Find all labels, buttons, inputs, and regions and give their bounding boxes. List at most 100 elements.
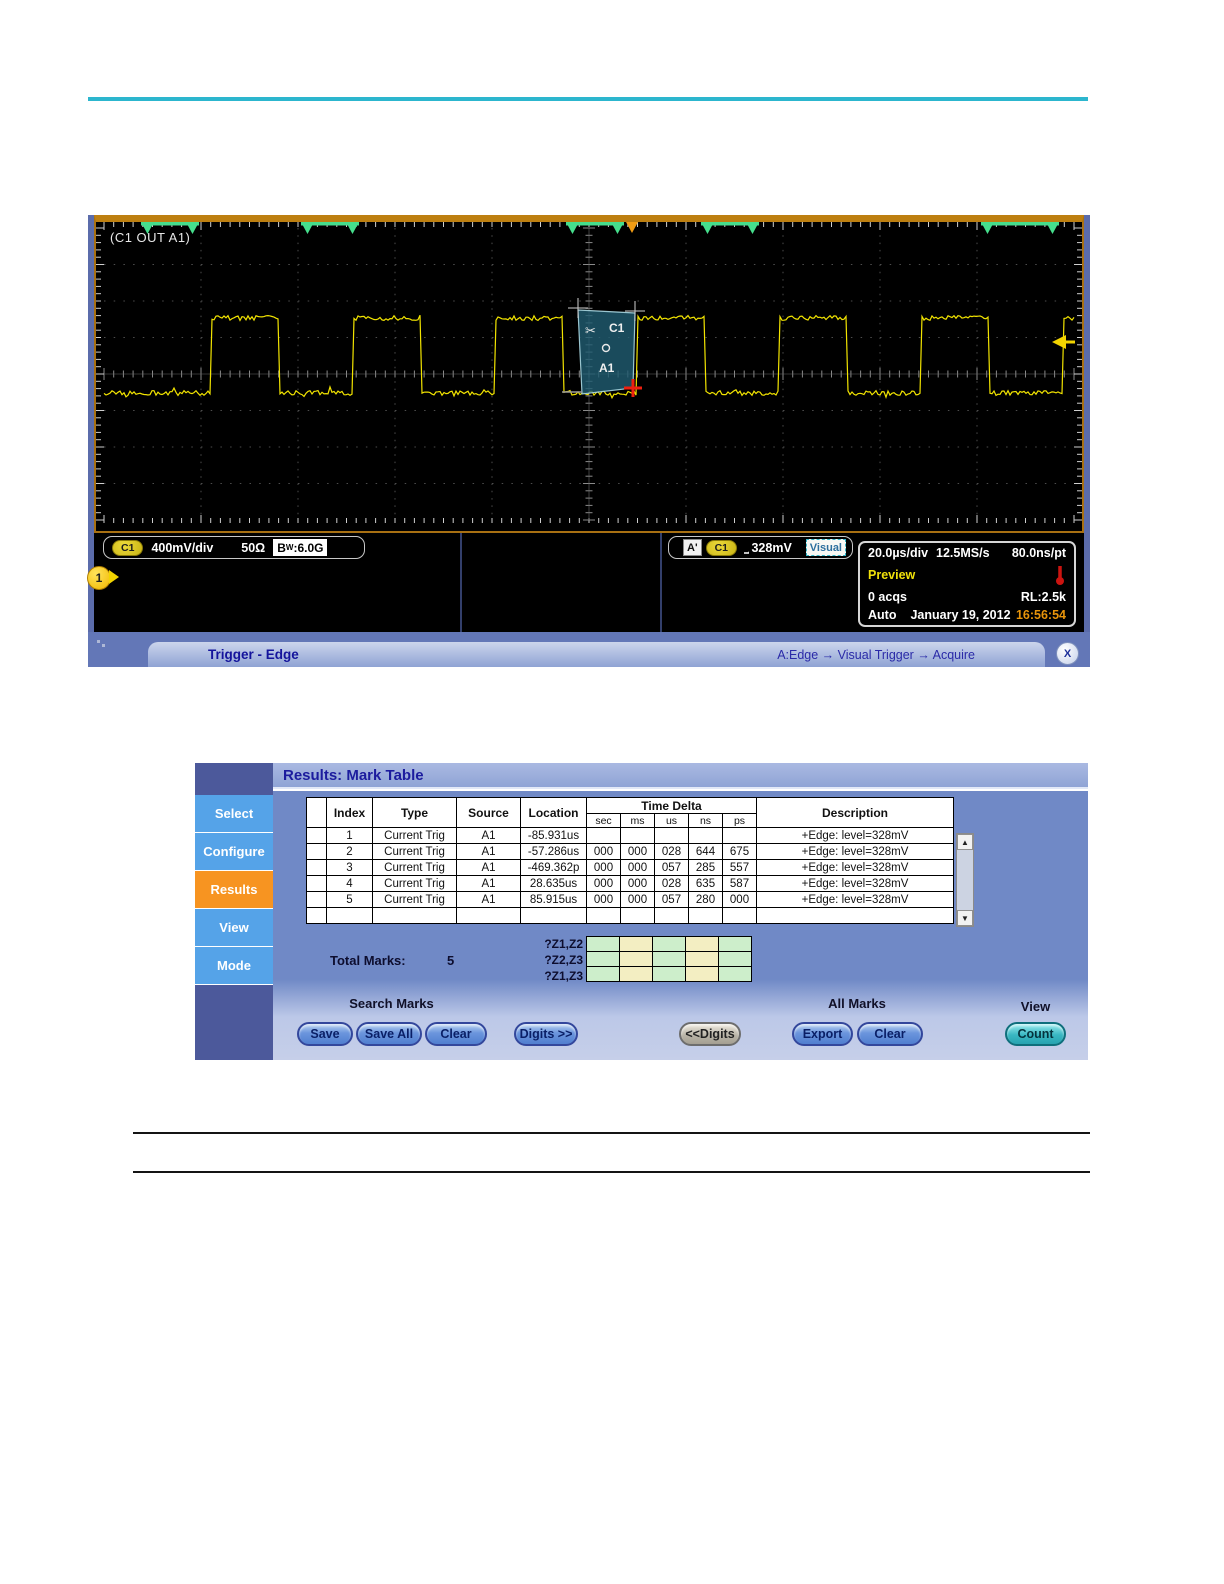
table-cell: A1 [456,843,521,860]
table-cell [306,907,327,924]
table-cell: 2 [326,843,373,860]
table-row[interactable] [306,907,954,924]
thermometer-icon [1056,566,1064,585]
all-marks-export-button[interactable]: Export [792,1022,853,1046]
trigger-level-arrow-icon [1052,335,1066,349]
sidebar-item-view[interactable]: View [195,909,273,947]
rising-edge-icon [744,549,750,554]
visual-trigger-badge[interactable]: Visual [805,539,846,556]
search-mark-bar [981,222,1059,226]
scope-menu-strip: Trigger - Edge A:Edge → Visual Trigger →… [88,632,1090,667]
table-cell: +Edge: level=328mV [756,891,954,908]
zone-channel-label: C1 [609,321,625,335]
trigger-position-icon [626,222,638,233]
table-scrollbar[interactable]: ▲ ▼ [956,833,974,927]
zone-delta-cell [652,966,686,982]
scroll-up-icon[interactable]: ▲ [957,834,973,850]
zone-pair-label: ?Z1,Z2 [544,937,583,951]
search-mark-icon [301,222,314,234]
zone-delta-cell [586,951,620,967]
trigger-flow-path: A:Edge → Visual Trigger → Acquire [777,647,975,662]
table-cell: Current Trig [372,891,457,908]
table-cell: 675 [722,843,757,860]
table-cell: 1 [326,827,373,844]
search-mark-bar [566,222,624,226]
channel1-readout[interactable]: C1 400mV/div 50Ω B W:6.0G [103,536,365,559]
zone-area-label: A1 [599,361,615,375]
column-header-source: Source [456,797,521,828]
column-header-blank [306,797,327,828]
search-mark-icon [346,222,359,234]
sidebar-item-mode[interactable]: Mode [195,947,273,985]
table-row[interactable]: 5 Current Trig A1 85.915us 000 000 057 280 000 +E… [306,891,954,908]
all-marks-clear-button[interactable]: Clear [857,1022,923,1046]
table-cell [306,827,327,844]
window-handle-dot [102,644,105,647]
column-header-ps: ps [722,813,757,828]
channel1-badge: C1 [112,539,144,556]
table-cell: 000 [620,859,655,876]
close-button[interactable]: X [1056,642,1079,665]
table-cell: 057 [654,891,689,908]
search-mark-icon [141,222,154,234]
zone-delta-cell [685,936,719,952]
column-header-us: us [654,813,689,828]
column-header-location: Location [520,797,587,828]
table-cell: 000 [620,891,655,908]
time-readout: 16:56:54 [1015,608,1066,622]
search-marks-save-button[interactable]: Save [297,1022,353,1046]
zone-delta-cell [652,936,686,952]
zone-delta-cell [586,966,620,982]
search-mark-icon [611,222,624,234]
zone-pair-label: ?Z2,Z3 [544,953,583,967]
table-cell: Current Trig [372,827,457,844]
column-header-time-delta: Time Delta [586,797,757,814]
all-marks-label: All Marks [828,996,886,1011]
table-row[interactable]: 1 Current Trig A1 -85.931us +Edge: level=328… [306,827,954,844]
search-marks-save-all-button[interactable]: Save All [356,1022,422,1046]
table-row[interactable]: 3 Current Trig A1 -469.362p 000 000 057 285 557 +… [306,859,954,876]
table-cell [306,875,327,892]
zone-delta-cell [619,966,653,982]
trigger-edge-menu-bar[interactable]: Trigger - Edge A:Edge → Visual Trigger →… [148,642,1045,667]
table-cell: A1 [456,891,521,908]
zone-delta-cell [718,966,752,982]
view-label: View [1020,999,1051,1014]
digits-forward-button[interactable]: Digits >> [514,1022,578,1046]
vertical-scale: 400mV/div [151,540,214,555]
sidebar-item-select[interactable]: Select [195,795,273,833]
table-row[interactable]: 4 Current Trig A1 28.635us 000 000 028 635 587 +E… [306,875,954,892]
sidebar-item-configure[interactable]: Configure [195,833,273,871]
sidebar-item-results[interactable]: Results [195,871,273,909]
table-cell: -469.362p [520,859,587,876]
search-marks-clear-button[interactable]: Clear [425,1022,487,1046]
digits-back-button[interactable]: <<Digits [679,1022,741,1046]
column-header-type: Type [372,797,457,828]
table-cell: Current Trig [372,875,457,892]
channel-output-label: (C1 OUT A1) [110,230,191,245]
column-header-ms: ms [620,813,655,828]
search-mark-icon [701,222,714,234]
scroll-down-icon[interactable]: ▼ [957,910,973,926]
table-cell: 028 [654,875,689,892]
channel1-reference-marker[interactable]: 1 [87,566,111,590]
table-cell: -85.931us [520,827,587,844]
mark-table-dialog: Select Configure Results View Mode Results: … [195,763,1088,1060]
table-cell [520,907,587,924]
count-button[interactable]: Count [1005,1022,1066,1046]
table-cell [722,907,757,924]
table-cell [756,907,954,924]
trigger-readout[interactable]: A' C1 328mV Visual [668,536,853,559]
mark-table: Index Type Source Location Time Delta Descrip… [306,797,954,924]
table-cell: A1 [456,827,521,844]
table-cell: 644 [688,843,723,860]
window-handle-dot [97,640,100,643]
zone-delta-cell [718,936,752,952]
table-row[interactable]: 2 Current Trig A1 -57.286us 000 000 028 644 675 +… [306,843,954,860]
table-cell: +Edge: level=328mV [756,827,954,844]
search-mark-bar [301,222,359,226]
table-cell: 057 [654,859,689,876]
zone-delta-cell [685,966,719,982]
table-cell [306,891,327,908]
zone-delta-cell [718,951,752,967]
